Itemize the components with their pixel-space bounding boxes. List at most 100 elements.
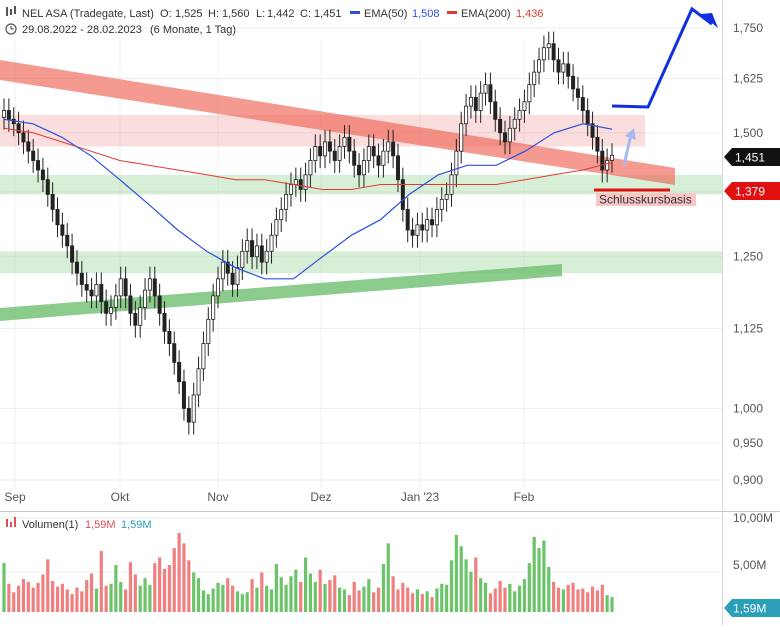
volume-value-tag: 1,59M — [724, 599, 780, 617]
volume-bar — [158, 557, 162, 612]
x-tick-label: Jan '23 — [401, 490, 440, 504]
candle-up — [196, 368, 201, 396]
volume-bar — [109, 583, 113, 612]
candle-up — [425, 219, 430, 231]
candle-up — [303, 174, 308, 190]
candle-down — [26, 141, 31, 152]
volume-bar — [21, 579, 26, 612]
candle-up — [361, 160, 366, 176]
candle-up — [138, 307, 143, 326]
volume-bar — [167, 565, 171, 612]
candle-down — [410, 229, 415, 236]
candle-down — [172, 343, 177, 363]
volume-bar — [41, 574, 45, 612]
volume-bar — [381, 564, 385, 612]
candle-down — [74, 261, 79, 274]
candle-down — [420, 224, 425, 231]
volume-bar — [172, 548, 176, 612]
grid — [0, 27, 722, 573]
candle-down — [585, 110, 590, 125]
volume-bar — [537, 548, 541, 612]
candle-up — [113, 295, 118, 308]
volume-bar — [503, 587, 507, 612]
candle-down — [128, 295, 133, 314]
candle-down — [502, 132, 507, 143]
high-value: 1,560 — [222, 8, 250, 20]
volume-bar — [556, 587, 561, 612]
candle-down — [430, 219, 435, 226]
candle-down — [318, 146, 323, 157]
candle-up — [288, 184, 293, 195]
volume-bar — [386, 543, 390, 612]
volume-bar — [547, 566, 551, 612]
volume-bar — [226, 578, 230, 612]
y-tick-label: 1,625 — [733, 71, 763, 85]
candle-down — [298, 179, 303, 190]
volume-bar — [449, 560, 454, 612]
candle-up — [143, 289, 148, 308]
candle-up — [483, 84, 488, 94]
volume-bar — [143, 578, 147, 612]
volume-bar — [367, 579, 371, 612]
volume-bar — [590, 586, 595, 612]
volume-bar — [508, 583, 512, 612]
basis-price-text: 1,379 — [735, 185, 765, 199]
candle-up — [264, 250, 269, 263]
volume-bar — [294, 569, 298, 612]
candle-down — [104, 301, 109, 314]
open-value: 1,525 — [175, 8, 203, 20]
volume-bar — [464, 559, 468, 612]
volume-bar — [610, 597, 614, 612]
basis-label-bg — [596, 193, 696, 206]
candle-up — [459, 123, 464, 152]
green-zone-band — [0, 251, 722, 274]
volume-bar — [566, 584, 570, 612]
volume-bar — [420, 594, 424, 612]
volume-bar — [406, 587, 410, 612]
candle-up — [546, 43, 551, 49]
volume-bar — [260, 572, 264, 612]
candle-up — [605, 160, 610, 171]
y-tick-label: 0,900 — [733, 473, 763, 487]
candle-down — [99, 284, 104, 303]
volume-bar — [65, 589, 69, 612]
volume-bar — [542, 540, 546, 612]
volume-bar — [187, 560, 191, 612]
candle-down — [16, 123, 21, 134]
volume-bar — [235, 591, 240, 612]
candle-down — [352, 150, 357, 166]
volume-bar — [352, 581, 356, 612]
ema200-value: 1,436 — [516, 8, 544, 20]
candle-up — [454, 150, 459, 176]
candle-up — [541, 47, 546, 61]
candle-up — [2, 110, 7, 118]
y-tick-label: 1,250 — [733, 250, 763, 264]
volume-value-text: 1,59M — [733, 602, 766, 616]
x-tick-label: Nov — [207, 490, 228, 504]
volume-bar — [177, 533, 181, 612]
candle-type-icon[interactable] — [6, 6, 16, 16]
candle-up — [211, 295, 216, 320]
volume-bar — [60, 583, 64, 612]
candle-up — [342, 136, 347, 147]
ema200-line — [3, 127, 613, 190]
candle-up — [240, 250, 245, 269]
candle-up — [293, 179, 298, 185]
candle-down — [157, 295, 162, 314]
candle-down — [123, 278, 128, 297]
candle-up — [284, 193, 289, 210]
candle-down — [327, 141, 332, 152]
candle-up — [216, 278, 221, 297]
candle-down — [391, 141, 396, 157]
volume-bar — [289, 576, 293, 612]
candle-down — [55, 209, 60, 226]
candle-down — [488, 84, 493, 103]
candle-up — [439, 198, 444, 210]
rebound-arrowhead — [625, 128, 636, 140]
candle-down — [566, 63, 571, 77]
volume-bar — [124, 589, 128, 612]
candle-up — [313, 146, 318, 161]
volume-bar — [430, 596, 434, 612]
volume-bar — [459, 546, 463, 612]
